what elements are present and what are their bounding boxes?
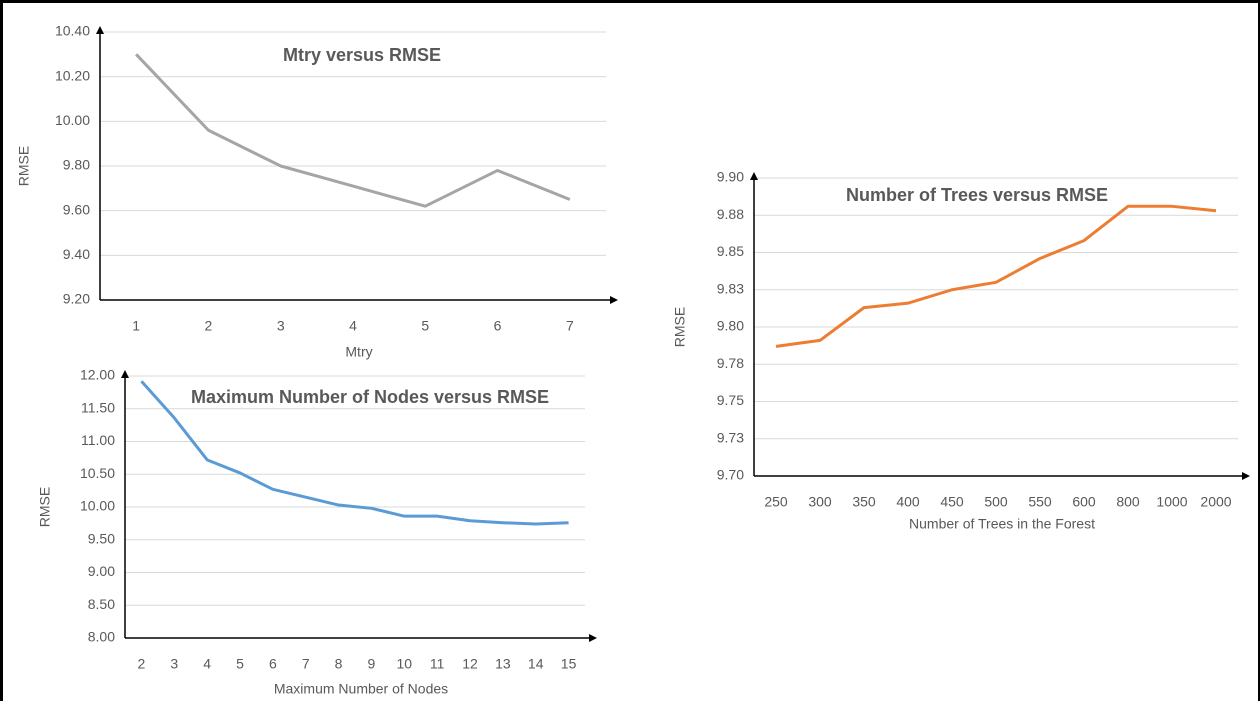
y-tick-label: 9.20 — [63, 291, 90, 307]
y-tick-label: 8.50 — [88, 596, 115, 612]
x-tick-label: 15 — [561, 656, 577, 672]
y-tick-label: 9.50 — [88, 530, 115, 546]
x-tick-label: 10 — [396, 656, 412, 672]
y-axis-arrow — [96, 26, 104, 34]
x-tick-label: 6 — [494, 318, 502, 334]
x-tick-label: 600 — [1072, 494, 1096, 510]
chart-title: Number of Trees versus RMSE — [846, 185, 1108, 205]
y-axis-arrow — [750, 172, 758, 180]
x-tick-label: 5 — [236, 656, 244, 672]
x-axis-arrow — [589, 634, 597, 642]
x-tick-label: 12 — [462, 656, 478, 672]
y-tick-label: 10.00 — [80, 498, 115, 514]
x-tick-label: 14 — [528, 656, 544, 672]
y-axis-label: RMSE — [672, 307, 688, 347]
y-tick-label: 11.50 — [81, 399, 115, 415]
x-tick-label: 3 — [277, 318, 285, 334]
x-tick-label: 7 — [302, 656, 310, 672]
x-axis-label: Number of Trees in the Forest — [909, 516, 1095, 532]
y-tick-label: 9.85 — [717, 243, 744, 259]
y-tick-label: 9.40 — [63, 246, 90, 262]
y-tick-label: 10.00 — [55, 112, 90, 128]
x-axis-arrow — [610, 296, 618, 304]
x-tick-label: 3 — [170, 656, 178, 672]
y-axis-label: RMSE — [16, 146, 32, 186]
y-tick-label: 9.00 — [88, 563, 115, 579]
x-tick-label: 4 — [349, 318, 357, 334]
y-tick-label: 10.40 — [55, 23, 90, 39]
y-tick-label: 8.00 — [88, 629, 115, 645]
x-tick-label: 7 — [566, 318, 574, 334]
chart-title: Maximum Number of Nodes versus RMSE — [191, 387, 549, 407]
x-axis-arrow — [1242, 472, 1250, 480]
x-tick-label: 8 — [335, 656, 343, 672]
x-tick-label: 4 — [203, 656, 211, 672]
x-tick-label: 2 — [138, 656, 146, 672]
x-tick-label: 250 — [764, 494, 788, 510]
y-tick-label: 10.50 — [80, 465, 115, 481]
y-tick-label: 9.70 — [717, 467, 744, 483]
x-axis-label: Maximum Number of Nodes — [274, 681, 448, 697]
y-axis-label: RMSE — [37, 487, 53, 527]
chart-title: Mtry versus RMSE — [283, 45, 441, 65]
y-tick-label: 9.80 — [717, 318, 744, 334]
data-line — [775, 204, 1217, 348]
x-tick-label: 6 — [269, 656, 277, 672]
y-tick-label: 9.80 — [63, 157, 90, 173]
y-tick-label: 9.88 — [717, 206, 744, 222]
y-tick-label: 9.78 — [717, 355, 744, 371]
x-tick-label: 500 — [984, 494, 1008, 510]
y-tick-label: 12.00 — [80, 367, 115, 383]
x-axis-label: Mtry — [345, 344, 372, 360]
y-tick-label: 11.00 — [81, 432, 115, 448]
x-tick-label: 5 — [421, 318, 429, 334]
y-axis-arrow — [121, 370, 129, 378]
x-tick-label: 11 — [430, 656, 445, 672]
y-tick-label: 9.90 — [717, 169, 744, 185]
y-tick-label: 9.83 — [717, 280, 744, 296]
data-line — [140, 380, 569, 526]
x-tick-label: 2000 — [1200, 494, 1231, 510]
x-tick-label: 2 — [205, 318, 213, 334]
y-tick-label: 9.73 — [717, 429, 744, 445]
x-tick-label: 300 — [808, 494, 832, 510]
x-tick-label: 400 — [896, 494, 920, 510]
x-tick-label: 350 — [852, 494, 876, 510]
x-tick-label: 13 — [495, 656, 511, 672]
y-tick-label: 9.75 — [717, 392, 744, 408]
data-line — [135, 53, 571, 208]
x-tick-label: 800 — [1116, 494, 1140, 510]
x-tick-label: 9 — [368, 656, 376, 672]
y-tick-label: 9.60 — [63, 201, 90, 217]
x-tick-label: 450 — [940, 494, 964, 510]
x-tick-label: 1 — [132, 318, 140, 334]
x-tick-label: 550 — [1028, 494, 1052, 510]
x-tick-label: 1000 — [1156, 494, 1187, 510]
y-tick-label: 10.20 — [55, 67, 90, 83]
